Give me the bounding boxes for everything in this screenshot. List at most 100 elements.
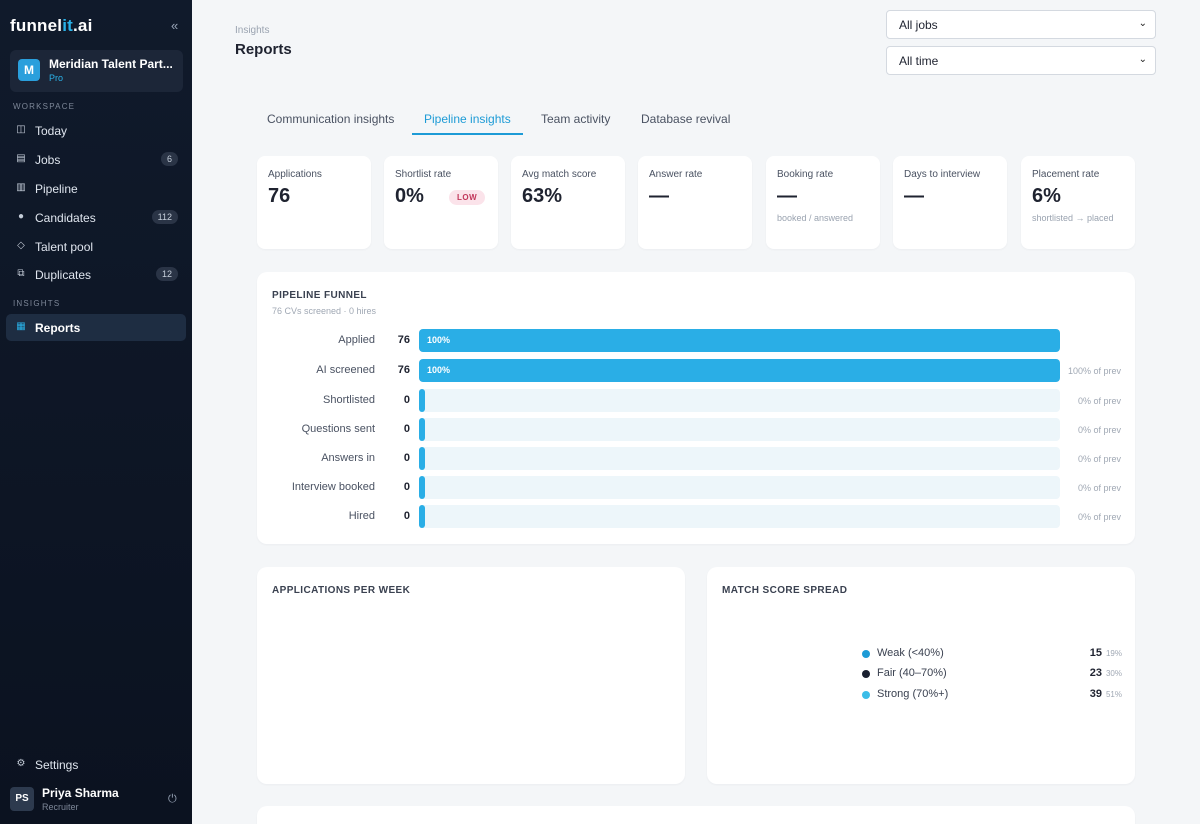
time-filter-value: All time (899, 54, 939, 68)
sidebar-item-duplicates[interactable]: ⧉ Duplicates 12 (6, 261, 186, 288)
funnel-stage-label: Hired (348, 510, 375, 522)
sidebar-item-label: Jobs (35, 153, 61, 167)
kpi-label: Shortlist rate (395, 169, 452, 180)
count-badge: 112 (151, 210, 178, 224)
kpi-card-answer-rate: Answer rate — (638, 156, 752, 249)
reports-icon: ▦ (16, 321, 26, 332)
funnel-stage-count: 0 (403, 452, 410, 464)
funnel-stage-row: Questions sent 0 0% of prev (257, 418, 1137, 442)
kpi-label: Answer rate (649, 169, 703, 180)
legend-dot (862, 691, 870, 699)
match-score-spread-card: MATCH SCORE SPREAD Weak (<40%) 15 19% Fa… (707, 567, 1135, 784)
kpi-label: Avg match score (522, 169, 597, 180)
kpi-card-applications: Applications 76 (257, 156, 371, 249)
tab-communication-insights[interactable]: Communication insights (267, 112, 395, 126)
collapse-sidebar-icon[interactable]: « (171, 18, 179, 33)
status-badge: LOW (449, 190, 486, 205)
kpi-value: 0% (395, 185, 424, 207)
sidebar-item-pipeline[interactable]: ▥ Pipeline (6, 175, 186, 202)
kpi-label: Booking rate (777, 169, 834, 180)
sidebar-item-label: Talent pool (35, 240, 94, 254)
sidebar-item-today[interactable]: ◫ Today (6, 117, 186, 144)
sidebar-item-talent-pool[interactable]: ◇ Talent pool (6, 233, 186, 260)
funnel-conversion-label: 100% of prev (1067, 366, 1121, 376)
sidebar-item-jobs[interactable]: ▤ Jobs 6 (6, 146, 186, 173)
next-report-card (257, 806, 1135, 824)
org-avatar: M (18, 59, 40, 81)
breadcrumb[interactable]: Insights (235, 25, 270, 36)
legend-item-weak: Weak (<40%) 15 19% (862, 646, 1122, 662)
funnel-bar (419, 418, 425, 441)
card-title: APPLICATIONS PER WEEK (272, 585, 411, 596)
sidebar-item-reports[interactable]: ▦ Reports (6, 314, 186, 341)
funnel-bar: 100% (419, 359, 1060, 382)
copy-icon: ⧉ (17, 268, 25, 279)
funnel-stage-count: 0 (403, 394, 410, 406)
legend-count: 15 (1089, 647, 1102, 659)
funnel-stage-label: Questions sent (301, 423, 375, 435)
funnel-stage-row: Shortlisted 0 0% of prev (257, 389, 1137, 413)
time-filter-select[interactable]: All time ⌄ (886, 46, 1156, 75)
jobs-filter-value: All jobs (899, 18, 938, 32)
legend-label: Strong (70%+) (877, 688, 949, 700)
sidebar-item-label: Settings (35, 758, 79, 772)
tab-database-revival[interactable]: Database revival (641, 112, 731, 126)
funnel-bar (419, 505, 425, 528)
sidebar-item-label: Reports (35, 321, 81, 335)
funnel-bar-track (419, 418, 1060, 441)
user-profile[interactable]: PS Priya Sharma Recruiter ⏻ (10, 786, 186, 816)
kpi-subtext: booked / answered (777, 213, 854, 223)
kpi-value: — (777, 185, 797, 207)
chevron-down-icon: ⌄ (1138, 54, 1147, 65)
funnel-stage-label: Shortlisted (323, 394, 375, 406)
user-role: Recruiter (42, 802, 79, 812)
legend-percent: 30% (1105, 669, 1122, 678)
funnel-conversion-label: 0% of prev (1077, 396, 1121, 406)
kpi-card-avg-match-score: Avg match score 63% (511, 156, 625, 249)
power-icon[interactable]: ⏻ (168, 793, 177, 805)
funnel-conversion-label: 0% of prev (1077, 425, 1121, 435)
funnel-stage-row: Hired 0 0% of prev (257, 505, 1137, 529)
kpi-value: 63% (522, 185, 563, 207)
sidebar-item-label: Pipeline (35, 182, 78, 196)
funnel-conversion-label: 0% of prev (1077, 454, 1121, 464)
legend-dot (862, 670, 870, 678)
org-switcher[interactable]: M Meridian Talent Part... Pro (10, 50, 183, 92)
funnel-stage-label: AI screened (316, 364, 375, 376)
insights-section-label: INSIGHTS (13, 299, 61, 308)
funnel-stage-count: 0 (403, 510, 410, 522)
tab-pipeline-insights[interactable]: Pipeline insights (412, 104, 523, 135)
kpi-label: Days to interview (904, 169, 981, 180)
kpi-label: Placement rate (1032, 169, 1100, 180)
kpi-label: Applications (268, 169, 322, 180)
kpi-value: — (904, 185, 924, 207)
card-title: MATCH SCORE SPREAD (722, 585, 848, 596)
kpi-value: 76 (268, 185, 291, 207)
candidates-icon: ● (17, 211, 25, 222)
brand-logo[interactable]: funnelit.ai (10, 16, 93, 35)
funnel-stage-row: AI screened 76 100% 100% of prev (257, 359, 1137, 383)
org-plan: Pro (49, 73, 64, 83)
kpi-card-placement-rate: Placement rate 6% shortlisted → placed (1021, 156, 1135, 249)
jobs-filter-select[interactable]: All jobs ⌄ (886, 10, 1156, 39)
kpi-value: 6% (1032, 185, 1061, 207)
funnel-stage-count: 0 (403, 481, 410, 493)
funnel-bar-track: 100% (419, 359, 1060, 382)
avatar: PS (10, 787, 34, 811)
funnel-bar-label: 100% (427, 335, 451, 345)
funnel-conversion-label: 0% of prev (1077, 512, 1121, 522)
kpi-subtext: shortlisted → placed (1032, 213, 1114, 223)
sidebar-item-candidates[interactable]: ● Candidates 112 (6, 204, 186, 231)
kpi-card-shortlist-rate: Shortlist rate 0% LOW (384, 156, 498, 249)
funnel-bar-track (419, 389, 1060, 412)
gear-icon: ⚙ (16, 758, 26, 769)
legend-count: 23 (1089, 667, 1102, 679)
legend-label: Weak (<40%) (877, 647, 944, 659)
tab-team-activity[interactable]: Team activity (541, 112, 611, 126)
funnel-stage-label: Applied (338, 334, 375, 346)
sidebar-item-settings[interactable]: ⚙ Settings (6, 751, 186, 778)
funnel-stage-count: 76 (397, 334, 410, 346)
funnel-stage-row: Applied 76 100% (257, 329, 1137, 353)
funnel-bar (419, 476, 425, 499)
chevron-down-icon: ⌄ (1138, 18, 1147, 29)
